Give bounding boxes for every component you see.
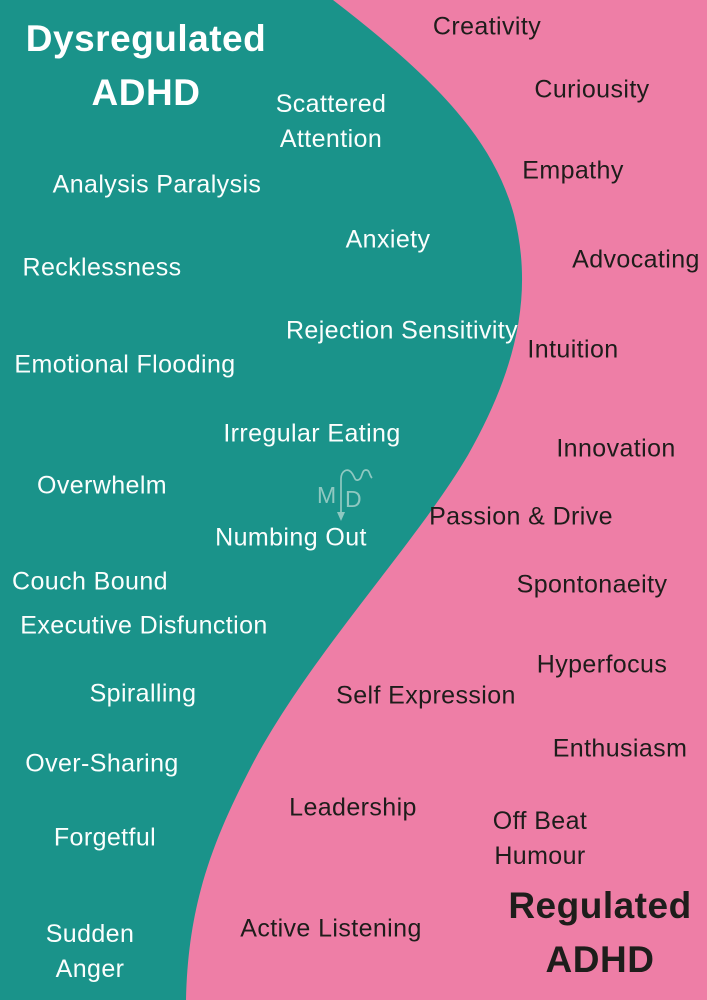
dysregulated-trait-label: Forgetful <box>53 823 157 852</box>
md-logo-letter-d: D <box>345 486 362 512</box>
dysregulated-trait-label: Recklessness <box>22 253 182 282</box>
dysregulated-adhd-title: Dysregulated ADHD <box>26 12 266 119</box>
regulated-trait-label: Hyperfocus <box>536 650 668 679</box>
regulated-trait-label: Active Listening <box>240 914 422 943</box>
regulated-trait-label: Intuition <box>527 335 619 364</box>
dysregulated-trait-label: Rejection Sensitivity <box>285 316 519 345</box>
regulated-trait-label: Leadership <box>289 793 417 822</box>
regulated-trait-label: Innovation <box>556 434 676 463</box>
regulated-trait-label: Enthusiasm <box>552 734 688 763</box>
dysregulated-trait-label: Sudden Anger <box>45 920 135 983</box>
regulated-trait-label: Passion & Drive <box>429 502 613 531</box>
regulated-trait-label: Self Expression <box>336 681 516 710</box>
regulated-title-line2: ADHD <box>545 938 655 980</box>
regulated-trait-label: Empathy <box>522 156 624 185</box>
regulated-trait-label: Creativity <box>432 12 542 41</box>
regulated-trait-label: Spontonaeity <box>516 570 668 599</box>
regulated-adhd-title: Regulated ADHD <box>508 879 691 986</box>
dysregulated-trait-label: Overwhelm <box>36 471 168 500</box>
md-logo: M D <box>317 469 373 521</box>
dysregulated-trait-label: Analysis Paralysis <box>52 170 262 199</box>
regulated-trait-label: Advocating <box>572 245 700 274</box>
dysregulated-trait-label: Emotional Flooding <box>14 350 236 379</box>
dysregulated-trait-label: Spiralling <box>89 679 197 708</box>
regulated-title-line1: Regulated <box>508 885 692 926</box>
dysregulated-title-line1: Dysregulated <box>25 18 267 59</box>
dysregulated-trait-label: Anxiety <box>345 225 431 254</box>
dysregulated-trait-label: Over-Sharing <box>25 749 179 778</box>
squiggle-arrow-down-icon <box>337 469 373 521</box>
dysregulated-trait-label: Irregular Eating <box>223 419 401 448</box>
dysregulated-trait-label: Scattered Attention <box>275 90 387 153</box>
regulated-trait-label: Curiousity <box>534 75 650 104</box>
dysregulated-trait-label: Numbing Out <box>215 523 367 552</box>
dysregulated-trait-label: Couch Bound <box>12 567 168 596</box>
regulated-trait-label: Off Beat Humour <box>492 807 588 870</box>
dysregulated-trait-label: Executive Disfunction <box>20 611 268 640</box>
dysregulated-title-line2: ADHD <box>91 71 201 113</box>
md-logo-letter-m: M <box>317 482 336 508</box>
